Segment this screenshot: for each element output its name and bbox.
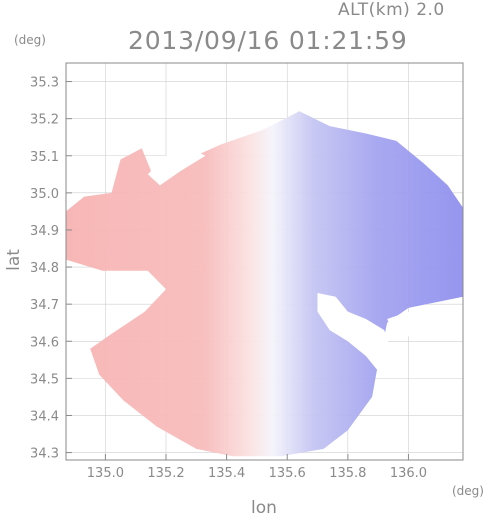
x-tick-label: 135.4 — [208, 466, 245, 481]
x-tick-label: 135.2 — [147, 466, 184, 481]
echo-gap-north — [147, 148, 206, 186]
x-tick-label: 135.8 — [329, 466, 366, 481]
velocity-field — [66, 111, 463, 457]
y-tick-label: 34.4 — [30, 409, 59, 424]
x-axis-label: lon — [251, 498, 277, 518]
y-tick-label: 35.1 — [30, 150, 59, 165]
y-axis-unit: (deg) — [14, 33, 46, 47]
altitude-label: ALT(km) 2.0 — [338, 0, 445, 20]
y-tick-label: 35.0 — [30, 187, 59, 202]
y-tick-label: 34.7 — [30, 298, 59, 313]
y-tick-label: 34.6 — [30, 335, 59, 350]
y-tick-label: 35.2 — [30, 113, 59, 128]
echo-gap-east — [317, 293, 391, 371]
axis-ticks: 135.0 135.2 135.4 135.6 135.8 136.0 34.3 34.4 34… — [30, 76, 427, 481]
x-tick-label: 135.0 — [87, 466, 124, 481]
echo-gap-east-lower — [387, 311, 427, 342]
y-tick-label: 34.5 — [30, 372, 59, 387]
y-tick-label: 34.3 — [30, 447, 59, 462]
x-tick-label: 136.0 — [390, 466, 427, 481]
x-axis-unit: (deg) — [452, 484, 484, 498]
y-tick-label: 35.3 — [30, 76, 59, 91]
x-tick-label: 135.6 — [269, 466, 306, 481]
y-tick-label: 34.8 — [30, 261, 59, 276]
y-tick-label: 34.9 — [30, 224, 59, 239]
plot-frame — [65, 62, 464, 461]
chart-timestamp-title: 2013/09/16 01:21:59 — [128, 26, 408, 55]
radar-echo-area — [66, 111, 463, 457]
